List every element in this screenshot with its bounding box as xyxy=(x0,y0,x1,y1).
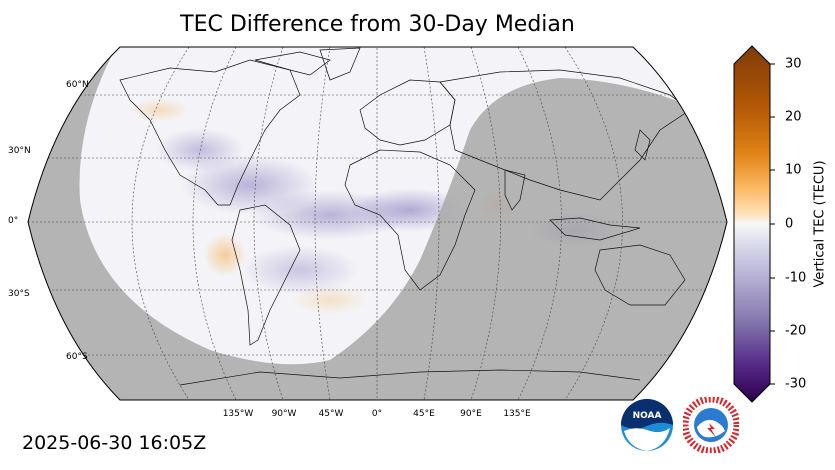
lat-label-60n: 60°N xyxy=(66,80,89,90)
lon-label-45e: 45°E xyxy=(413,409,435,419)
colorbar-tick-10: 10 xyxy=(785,162,802,178)
colorbar-tick-m20: -20 xyxy=(785,323,807,339)
graticule xyxy=(28,47,727,400)
timestamp: 2025-06-30 16:05Z xyxy=(22,432,207,454)
noaa-logo: NOAA xyxy=(621,399,673,451)
globe-outline xyxy=(27,46,728,401)
lon-label-135e: 135°E xyxy=(503,409,531,419)
lat-label-0: 0° xyxy=(8,216,19,226)
colorbar-tick-20: 20 xyxy=(785,109,802,125)
lat-label-30s: 30°S xyxy=(8,289,30,299)
colorbar xyxy=(733,45,775,403)
lon-label-135w: 135°W xyxy=(222,409,254,419)
lon-label-45w: 45°W xyxy=(318,409,344,419)
colorbar-label: Vertical TEC (TECU) xyxy=(812,160,828,288)
night-shade xyxy=(28,47,727,400)
colorbar-tick-30: 30 xyxy=(785,56,802,72)
noaa-logo-text: NOAA xyxy=(633,411,662,421)
nws-logo xyxy=(683,397,739,453)
coastlines xyxy=(119,47,691,386)
map-title: TEC Difference from 30-Day Median xyxy=(180,12,575,37)
lat-label-30n: 30°N xyxy=(8,146,31,156)
lon-label-90e: 90°E xyxy=(460,409,482,419)
colorbar-tick-m10: -10 xyxy=(785,270,807,286)
colorbar-tick-m30: -30 xyxy=(785,376,807,392)
lon-label-90w: 90°W xyxy=(271,409,297,419)
lat-label-60s: 60°S xyxy=(66,352,88,362)
colorbar-tick-0: 0 xyxy=(785,216,794,232)
lon-label-0: 0° xyxy=(371,409,383,419)
